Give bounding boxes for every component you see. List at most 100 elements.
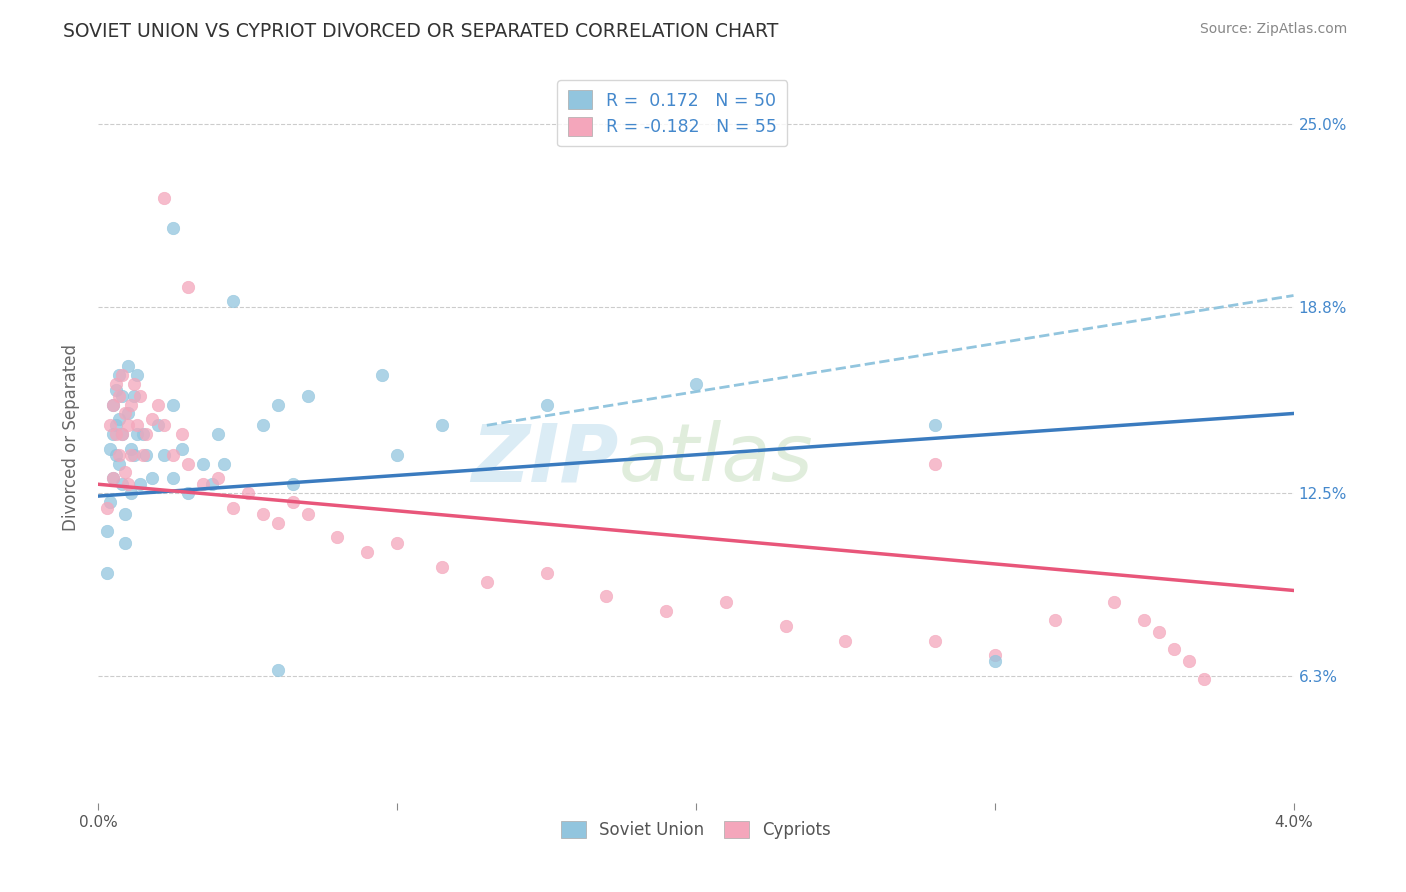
Point bbox=[108, 389, 131, 403]
Point bbox=[105, 376, 128, 391]
Point bbox=[326, 530, 349, 544]
Point bbox=[103, 398, 125, 412]
Point bbox=[105, 418, 128, 433]
Point bbox=[120, 448, 142, 462]
Point bbox=[775, 619, 797, 633]
Point bbox=[297, 389, 319, 403]
Point bbox=[297, 507, 319, 521]
Point bbox=[1104, 595, 1126, 609]
Point bbox=[111, 427, 134, 442]
Point bbox=[127, 418, 149, 433]
Point bbox=[1147, 624, 1170, 639]
Point bbox=[98, 442, 122, 456]
Point bbox=[207, 471, 229, 485]
Point bbox=[924, 633, 946, 648]
Point bbox=[162, 398, 184, 412]
Point bbox=[132, 427, 155, 442]
Point bbox=[655, 604, 678, 618]
Point bbox=[834, 633, 856, 648]
Point bbox=[356, 545, 378, 559]
Point bbox=[281, 495, 304, 509]
Point bbox=[117, 477, 139, 491]
Point bbox=[267, 398, 290, 412]
Point bbox=[117, 418, 139, 433]
Point bbox=[111, 389, 134, 403]
Point bbox=[207, 427, 229, 442]
Point bbox=[267, 516, 290, 530]
Point bbox=[103, 471, 125, 485]
Point bbox=[201, 477, 224, 491]
Point bbox=[105, 383, 128, 397]
Point bbox=[124, 376, 146, 391]
Text: ZIP: ZIP bbox=[471, 420, 619, 498]
Point bbox=[120, 486, 142, 500]
Point bbox=[714, 595, 737, 609]
Point bbox=[1133, 613, 1156, 627]
Point bbox=[103, 398, 125, 412]
Point bbox=[984, 654, 1007, 668]
Point bbox=[103, 471, 125, 485]
Point bbox=[120, 442, 142, 456]
Point bbox=[177, 486, 200, 500]
Point bbox=[153, 418, 176, 433]
Text: Source: ZipAtlas.com: Source: ZipAtlas.com bbox=[1199, 22, 1347, 37]
Text: atlas: atlas bbox=[619, 420, 813, 498]
Point bbox=[127, 368, 149, 383]
Point bbox=[127, 427, 149, 442]
Point bbox=[191, 457, 214, 471]
Point bbox=[430, 559, 453, 574]
Point bbox=[96, 566, 118, 580]
Point bbox=[114, 507, 136, 521]
Point bbox=[103, 427, 125, 442]
Point bbox=[111, 368, 134, 383]
Point bbox=[132, 448, 155, 462]
Point bbox=[595, 590, 617, 604]
Point bbox=[536, 398, 558, 412]
Point bbox=[135, 448, 157, 462]
Point bbox=[1178, 654, 1201, 668]
Y-axis label: Divorced or Separated: Divorced or Separated bbox=[62, 343, 80, 531]
Point bbox=[114, 407, 136, 421]
Point bbox=[129, 389, 152, 403]
Point bbox=[924, 457, 946, 471]
Point bbox=[252, 507, 274, 521]
Point bbox=[96, 524, 118, 539]
Point bbox=[685, 376, 707, 391]
Point bbox=[120, 398, 142, 412]
Point bbox=[385, 448, 409, 462]
Point bbox=[191, 477, 214, 491]
Point bbox=[108, 457, 131, 471]
Point bbox=[212, 457, 235, 471]
Point bbox=[162, 448, 184, 462]
Point bbox=[172, 442, 194, 456]
Point bbox=[153, 191, 176, 205]
Point bbox=[153, 448, 176, 462]
Point bbox=[475, 574, 498, 589]
Point bbox=[1043, 613, 1066, 627]
Text: SOVIET UNION VS CYPRIOT DIVORCED OR SEPARATED CORRELATION CHART: SOVIET UNION VS CYPRIOT DIVORCED OR SEPA… bbox=[63, 22, 779, 41]
Point bbox=[111, 477, 134, 491]
Point bbox=[114, 536, 136, 550]
Point bbox=[536, 566, 558, 580]
Point bbox=[162, 471, 184, 485]
Point bbox=[172, 427, 194, 442]
Point bbox=[371, 368, 394, 383]
Point bbox=[1163, 642, 1185, 657]
Point bbox=[124, 389, 146, 403]
Point bbox=[177, 457, 200, 471]
Point bbox=[98, 418, 122, 433]
Point bbox=[108, 412, 131, 426]
Point bbox=[385, 536, 409, 550]
Point bbox=[1192, 672, 1215, 686]
Point bbox=[267, 663, 290, 677]
Point bbox=[98, 495, 122, 509]
Point bbox=[141, 412, 163, 426]
Point bbox=[141, 471, 163, 485]
Point bbox=[430, 418, 453, 433]
Point bbox=[111, 427, 134, 442]
Point bbox=[281, 477, 304, 491]
Point bbox=[117, 359, 139, 374]
Point bbox=[108, 448, 131, 462]
Legend: Soviet Union, Cypriots: Soviet Union, Cypriots bbox=[554, 814, 838, 846]
Point bbox=[236, 486, 259, 500]
